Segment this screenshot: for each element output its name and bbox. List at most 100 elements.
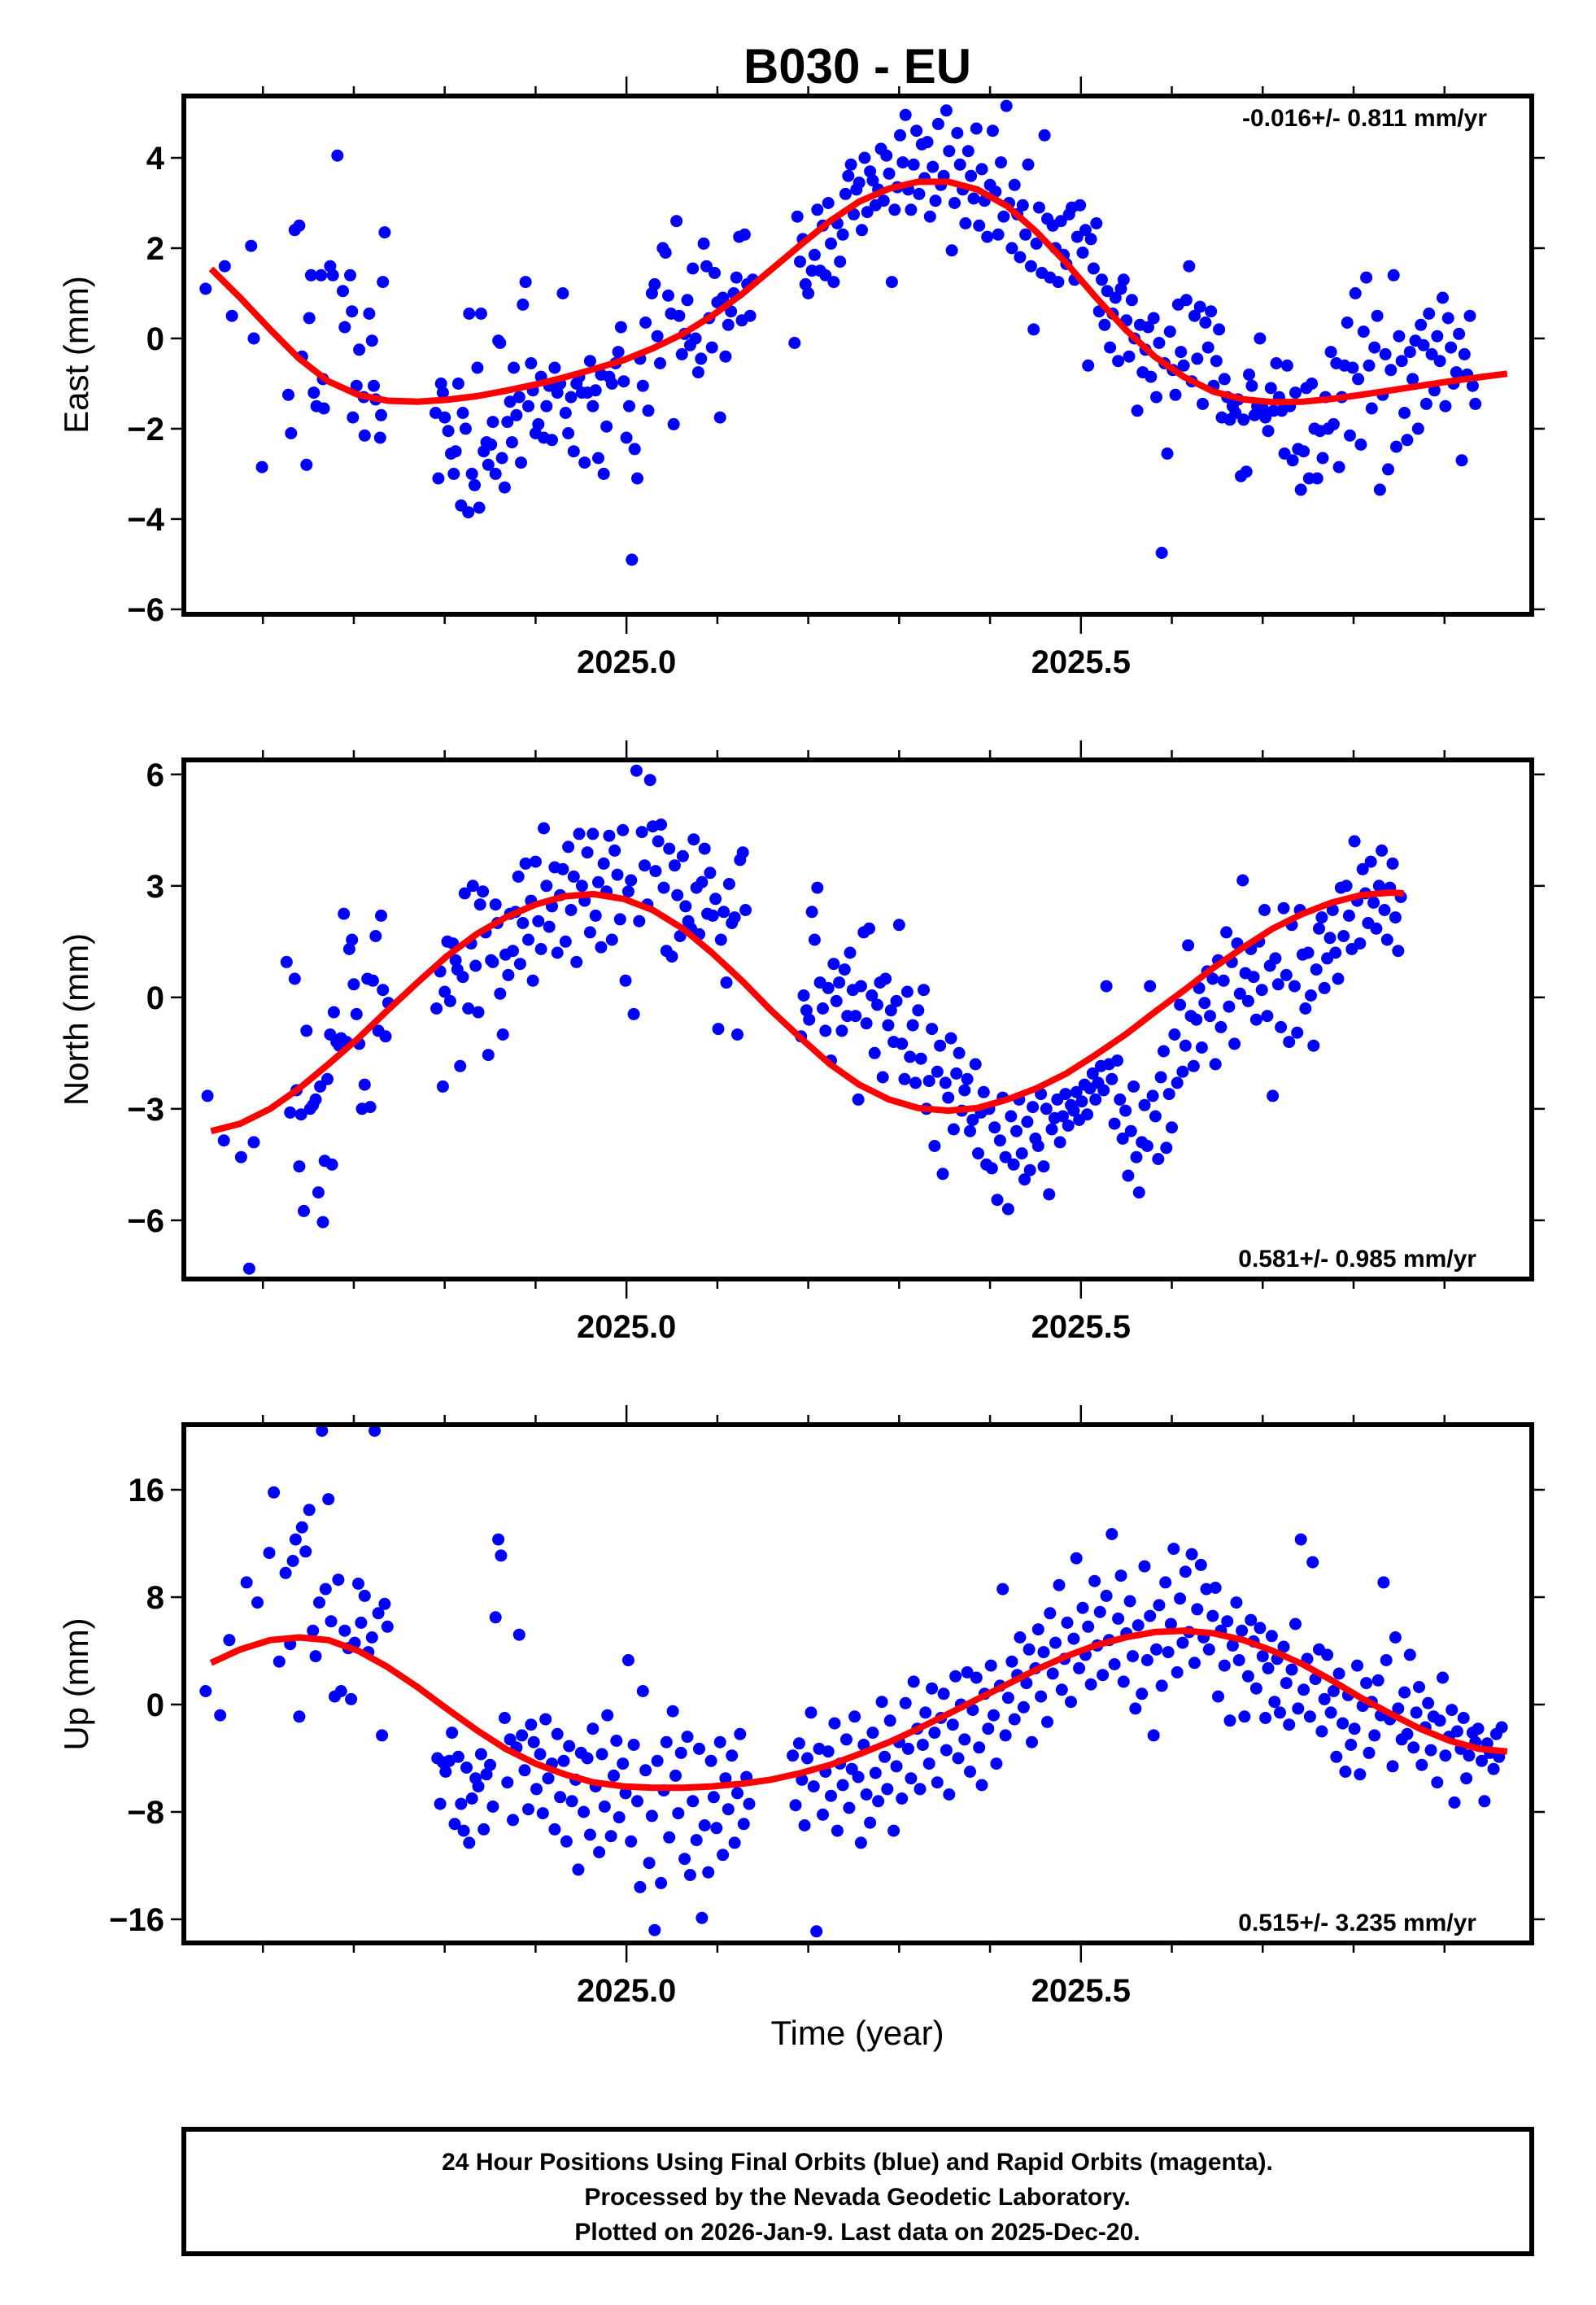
data-point	[1240, 465, 1253, 478]
data-point	[975, 163, 988, 176]
data-point	[449, 954, 462, 967]
data-point	[1100, 980, 1113, 993]
data-point	[993, 1134, 1006, 1147]
data-point	[1183, 260, 1196, 273]
data-point	[621, 1654, 634, 1666]
data-point	[617, 375, 630, 388]
data-point	[1360, 271, 1373, 284]
data-point	[838, 963, 851, 976]
data-point	[725, 305, 738, 318]
data-point	[655, 1876, 668, 1889]
data-point	[896, 156, 909, 169]
data-point	[242, 1262, 255, 1275]
data-point	[282, 388, 294, 401]
data-point	[319, 1583, 332, 1596]
data-point	[1441, 312, 1454, 325]
x-ticks-up	[261, 1405, 1446, 1962]
data-point	[704, 867, 717, 880]
data-point	[1345, 1739, 1358, 1751]
data-point	[631, 1795, 643, 1808]
data-point	[325, 1158, 338, 1171]
data-point	[1232, 1654, 1245, 1666]
data-point	[643, 774, 656, 787]
data-point	[1076, 1601, 1089, 1614]
data-point	[471, 361, 484, 374]
data-point	[1437, 1671, 1449, 1684]
data-point	[713, 411, 726, 424]
data-point	[913, 187, 926, 200]
data-point	[844, 158, 857, 171]
data-point	[627, 1739, 640, 1751]
data-point	[681, 294, 694, 307]
data-point	[997, 210, 1010, 223]
data-point	[1144, 980, 1157, 993]
data-point	[927, 160, 940, 173]
data-point	[612, 346, 625, 359]
data-point	[663, 1831, 676, 1844]
data-point	[1439, 399, 1452, 413]
data-point	[791, 210, 804, 223]
data-point	[472, 1780, 485, 1793]
data-point	[1487, 1762, 1500, 1775]
data-point	[834, 255, 847, 268]
plot-frame-up	[181, 1422, 1534, 1945]
data-point	[1291, 1026, 1304, 1039]
data-point	[811, 203, 824, 216]
data-point	[717, 1849, 730, 1862]
data-point	[808, 248, 821, 261]
data-point	[449, 445, 462, 458]
data-point	[675, 347, 688, 360]
data-point	[1044, 1607, 1057, 1620]
data-point	[1179, 1039, 1192, 1052]
data-point	[495, 452, 508, 465]
data-point	[864, 1816, 877, 1829]
data-point	[1229, 407, 1242, 419]
data-point	[473, 898, 486, 911]
data-point	[572, 1863, 585, 1876]
data-point	[651, 330, 664, 343]
data-point	[307, 1624, 320, 1637]
data-point	[1310, 472, 1323, 485]
data-point	[663, 842, 676, 855]
data-point	[691, 366, 704, 379]
data-point	[869, 1766, 882, 1779]
data-point	[1289, 1617, 1302, 1631]
data-point	[822, 197, 835, 209]
data-point	[620, 431, 633, 444]
data-point	[1153, 1599, 1166, 1612]
data-point	[1306, 378, 1319, 390]
data-point	[338, 1624, 351, 1637]
data-point	[1001, 1203, 1014, 1216]
data-point	[639, 859, 651, 872]
data-point	[1100, 1589, 1113, 1602]
data-point	[1457, 1712, 1470, 1724]
data-point	[928, 1727, 941, 1740]
data-point	[890, 1760, 903, 1773]
data-point	[1131, 404, 1144, 417]
data-point	[1386, 857, 1399, 870]
data-point	[866, 989, 879, 1002]
data-point	[273, 1655, 286, 1668]
data-point	[501, 416, 514, 429]
data-point	[201, 1089, 214, 1102]
data-point	[1354, 1768, 1367, 1781]
data-point	[605, 378, 618, 390]
data-point	[1007, 1158, 1020, 1171]
footer-box: 24 Hour Positions Using Final Orbits (bl…	[181, 2127, 1534, 2256]
data-point	[907, 158, 920, 171]
data-point	[1371, 309, 1384, 322]
data-point	[293, 1160, 306, 1173]
data-point	[462, 1002, 475, 1015]
data-point	[1144, 1609, 1157, 1622]
data-point	[369, 930, 382, 942]
data-point	[1212, 1690, 1224, 1703]
data-point	[822, 981, 835, 994]
data-point	[430, 1002, 443, 1015]
data-point	[446, 1727, 459, 1740]
data-point	[802, 287, 815, 299]
data-point	[1332, 1667, 1345, 1680]
data-point	[525, 1718, 538, 1731]
data-point	[896, 1037, 909, 1050]
data-point	[1337, 930, 1350, 942]
data-point	[1389, 911, 1402, 924]
